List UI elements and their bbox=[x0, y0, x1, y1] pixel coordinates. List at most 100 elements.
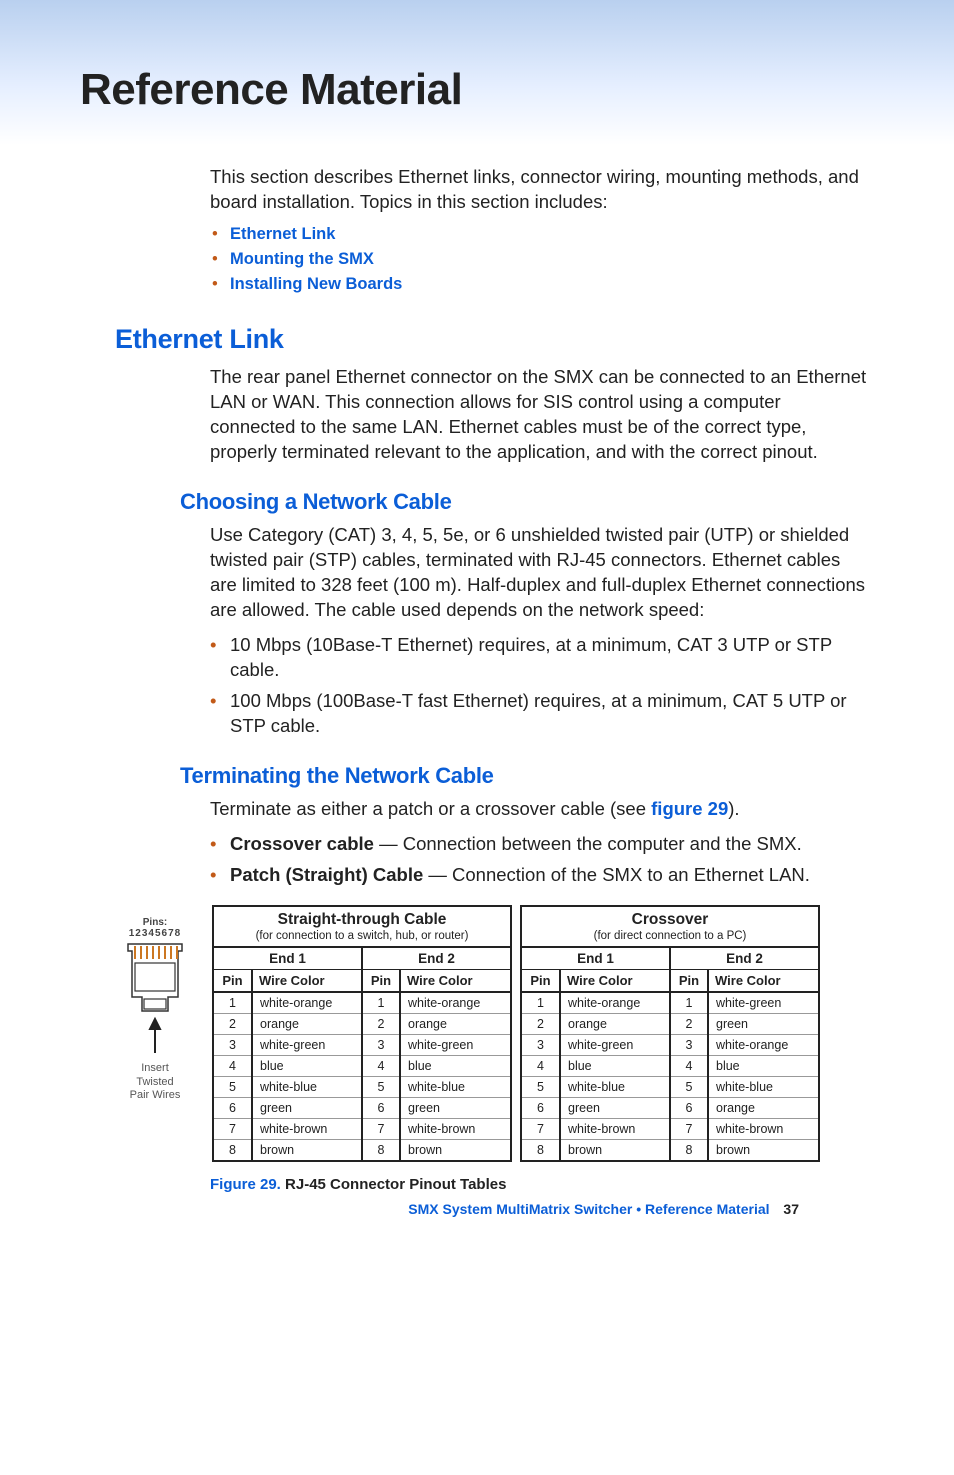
pinout-figure-area: Pins: 12345678 bbox=[110, 905, 869, 1162]
table-row: 8brown8brown bbox=[522, 1140, 818, 1161]
intro-paragraph: This section describes Ethernet links, c… bbox=[210, 165, 869, 215]
terminating-intro-post: ). bbox=[728, 798, 739, 819]
table-row: 1white-orange1white-green bbox=[522, 992, 818, 1014]
pin-cell: 4 bbox=[670, 1056, 708, 1077]
color-cell: white-brown bbox=[400, 1119, 510, 1140]
crossover-rest: — Connection between the computer and th… bbox=[374, 833, 802, 854]
pins-label: Pins: bbox=[110, 917, 200, 928]
color-cell: green bbox=[560, 1098, 670, 1119]
toc-link-ethernet[interactable]: Ethernet Link bbox=[230, 225, 335, 243]
table-row: 6green6green bbox=[214, 1098, 510, 1119]
toc-item: Mounting the SMX bbox=[230, 250, 869, 269]
page-title: Reference Material bbox=[80, 65, 954, 115]
color-cell: white-blue bbox=[560, 1077, 670, 1098]
pins-numbers: 12345678 bbox=[110, 928, 200, 939]
terminating-bullet-patch: Patch (Straight) Cable — Connection of t… bbox=[230, 863, 869, 888]
pin-cell: 6 bbox=[214, 1098, 252, 1119]
toc-link-mounting[interactable]: Mounting the SMX bbox=[230, 250, 374, 268]
pin-cell: 7 bbox=[362, 1119, 400, 1140]
h3-terminating-cable: Terminating the Network Cable bbox=[180, 763, 869, 789]
pin-cell: 3 bbox=[522, 1035, 560, 1056]
color-cell: brown bbox=[400, 1140, 510, 1161]
pin-cell: 1 bbox=[670, 992, 708, 1014]
choosing-body: Use Category (CAT) 3, 4, 5, 5e, or 6 uns… bbox=[210, 523, 869, 623]
color-cell: white-green bbox=[252, 1035, 362, 1056]
color-cell: green bbox=[252, 1098, 362, 1119]
terminating-bullets: Crossover cable — Connection between the… bbox=[210, 832, 869, 888]
color-cell: blue bbox=[400, 1056, 510, 1077]
pin-cell: 1 bbox=[214, 992, 252, 1014]
choosing-bullet-2: 100 Mbps (100Base-T fast Ethernet) requi… bbox=[230, 689, 869, 739]
pin-cell: 5 bbox=[522, 1077, 560, 1098]
table-row: 5white-blue5white-blue bbox=[522, 1077, 818, 1098]
pin-cell: 4 bbox=[362, 1056, 400, 1077]
col-header-pin: Pin bbox=[214, 970, 252, 993]
table-row: 2orange2green bbox=[522, 1014, 818, 1035]
color-cell: white-green bbox=[400, 1035, 510, 1056]
table-row: 1white-orange1white-orange bbox=[214, 992, 510, 1014]
pin-cell: 4 bbox=[214, 1056, 252, 1077]
pin-cell: 6 bbox=[522, 1098, 560, 1119]
pin-cell: 1 bbox=[362, 992, 400, 1014]
end-header: End 2 bbox=[362, 947, 510, 970]
figure-29-caption: Figure 29. RJ-45 Connector Pinout Tables bbox=[210, 1176, 869, 1193]
pin-cell: 8 bbox=[670, 1140, 708, 1161]
page-footer: SMX System MultiMatrix Switcher • Refere… bbox=[85, 1201, 869, 1217]
color-cell: blue bbox=[252, 1056, 362, 1077]
pin-cell: 2 bbox=[522, 1014, 560, 1035]
color-cell: white-orange bbox=[708, 1035, 818, 1056]
pin-cell: 6 bbox=[670, 1098, 708, 1119]
pin-cell: 1 bbox=[522, 992, 560, 1014]
color-cell: orange bbox=[560, 1014, 670, 1035]
pin-cell: 7 bbox=[522, 1119, 560, 1140]
toc-link-installing[interactable]: Installing New Boards bbox=[230, 275, 402, 293]
col-header-color: Wire Color bbox=[708, 970, 818, 993]
col-header-pin: Pin bbox=[670, 970, 708, 993]
toc-item: Installing New Boards bbox=[230, 275, 869, 294]
color-cell: blue bbox=[560, 1056, 670, 1077]
figure-number: Figure 29. bbox=[210, 1176, 281, 1193]
rj45-caption-l3: Pair Wires bbox=[110, 1089, 200, 1102]
pin-cell: 3 bbox=[670, 1035, 708, 1056]
pin-cell: 2 bbox=[214, 1014, 252, 1035]
color-cell: white-brown bbox=[252, 1119, 362, 1140]
color-cell: white-green bbox=[708, 992, 818, 1014]
table-row: 2orange2orange bbox=[214, 1014, 510, 1035]
pin-cell: 5 bbox=[362, 1077, 400, 1098]
pin-cell: 3 bbox=[362, 1035, 400, 1056]
color-cell: white-orange bbox=[400, 992, 510, 1014]
pin-cell: 5 bbox=[670, 1077, 708, 1098]
color-cell: white-brown bbox=[560, 1119, 670, 1140]
table-subtitle: (for direct connection to a PC) bbox=[522, 930, 818, 946]
color-cell: brown bbox=[560, 1140, 670, 1161]
choosing-bullets: 10 Mbps (10Base-T Ethernet) requires, at… bbox=[210, 633, 869, 739]
terminating-bullet-crossover: Crossover cable — Connection between the… bbox=[230, 832, 869, 857]
end-header: End 1 bbox=[214, 947, 362, 970]
pin-cell: 7 bbox=[214, 1119, 252, 1140]
patch-rest: — Connection of the SMX to an Ethernet L… bbox=[423, 864, 810, 885]
color-cell: white-blue bbox=[252, 1077, 362, 1098]
crossover-label: Crossover cable bbox=[230, 833, 374, 854]
toc-list: Ethernet Link Mounting the SMX Installin… bbox=[210, 225, 869, 294]
color-cell: brown bbox=[708, 1140, 818, 1161]
rj45-connector-diagram: Pins: 12345678 bbox=[110, 905, 200, 1102]
color-cell: blue bbox=[708, 1056, 818, 1077]
table-row: 7white-brown7white-brown bbox=[522, 1119, 818, 1140]
pin-cell: 6 bbox=[362, 1098, 400, 1119]
pin-cell: 2 bbox=[670, 1014, 708, 1035]
figure-29-link[interactable]: figure 29 bbox=[651, 798, 728, 819]
table-row: 5white-blue5white-blue bbox=[214, 1077, 510, 1098]
header-band: Reference Material bbox=[0, 0, 954, 145]
col-header-pin: Pin bbox=[522, 970, 560, 993]
toc-item: Ethernet Link bbox=[230, 225, 869, 244]
straight-through-table: Straight-through Cable(for connection to… bbox=[212, 905, 512, 1162]
pin-cell: 4 bbox=[522, 1056, 560, 1077]
table-title: Straight-through Cable bbox=[214, 907, 510, 930]
table-row: 3white-green3white-green bbox=[214, 1035, 510, 1056]
color-cell: white-orange bbox=[560, 992, 670, 1014]
end-header: End 1 bbox=[522, 947, 670, 970]
color-cell: green bbox=[708, 1014, 818, 1035]
footer-page-number: 37 bbox=[783, 1201, 799, 1217]
color-cell: white-blue bbox=[400, 1077, 510, 1098]
rj45-caption-l2: Twisted bbox=[110, 1076, 200, 1089]
